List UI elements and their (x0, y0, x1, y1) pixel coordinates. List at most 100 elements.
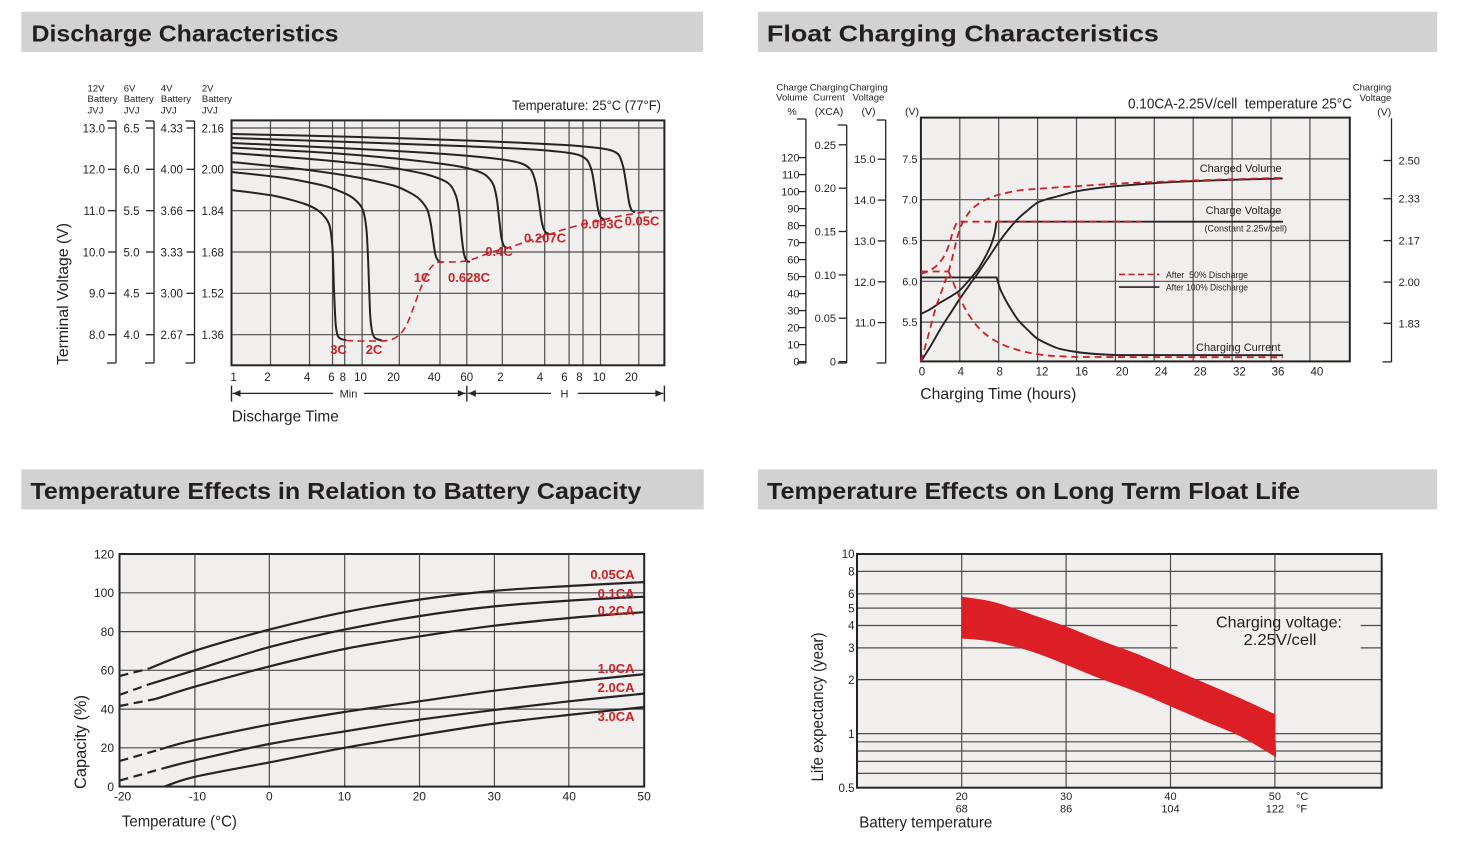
svg-text:6.0: 6.0 (124, 165, 140, 177)
svg-text:Battery: Battery (161, 94, 191, 105)
svg-text:0.25: 0.25 (815, 140, 836, 152)
svg-text:2.17: 2.17 (1399, 236, 1420, 248)
svg-text:1.36: 1.36 (202, 330, 224, 342)
svg-text:Min: Min (340, 388, 358, 400)
svg-text:Charge: Charge (776, 82, 807, 93)
svg-text:Current: Current (813, 93, 845, 104)
svg-text:0: 0 (919, 367, 925, 379)
svg-text:Temperature Effects in Relatio: Temperature Effects in Relation to Batte… (30, 478, 641, 504)
svg-text:0: 0 (830, 357, 836, 369)
svg-text:4.0: 4.0 (124, 330, 140, 342)
svg-text:1C: 1C (414, 270, 431, 285)
svg-text:0.4C: 0.4C (485, 244, 513, 259)
svg-text:60: 60 (101, 664, 115, 678)
svg-text:40: 40 (101, 702, 115, 716)
svg-text:14.0: 14.0 (854, 195, 875, 207)
svg-text:0.1CA: 0.1CA (598, 586, 635, 601)
svg-text:10: 10 (593, 372, 606, 384)
svg-text:1.52: 1.52 (202, 289, 224, 301)
svg-text:8: 8 (848, 567, 854, 579)
svg-text:6.5: 6.5 (902, 236, 917, 248)
svg-text:JVJ: JVJ (124, 106, 140, 117)
svg-text:(Constant 2.25v/cell): (Constant 2.25v/cell) (1205, 223, 1288, 233)
svg-text:10.0: 10.0 (83, 247, 105, 259)
svg-text:JVJ: JVJ (161, 106, 177, 117)
svg-text:120: 120 (94, 547, 114, 561)
svg-text:6V: 6V (124, 84, 136, 95)
svg-text:8: 8 (340, 372, 346, 384)
svg-text:86: 86 (1060, 803, 1072, 815)
svg-text:90: 90 (787, 204, 799, 216)
svg-text:40: 40 (1164, 791, 1176, 803)
svg-text:10: 10 (338, 790, 352, 804)
svg-text:°C: °C (1296, 791, 1308, 803)
svg-text:60: 60 (787, 255, 799, 267)
svg-text:0.05: 0.05 (815, 313, 836, 325)
svg-text:Charging voltage:: Charging voltage: (1216, 615, 1342, 632)
svg-text:1.68: 1.68 (202, 247, 224, 259)
svg-text:Discharge Time: Discharge Time (232, 409, 339, 426)
svg-text:110: 110 (782, 170, 800, 182)
svg-text:2.50: 2.50 (1399, 156, 1420, 168)
svg-text:3.00: 3.00 (161, 289, 183, 301)
svg-text:20: 20 (956, 791, 968, 803)
svg-text:0.628C: 0.628C (448, 270, 491, 285)
svg-text:6: 6 (561, 372, 567, 384)
svg-text:4: 4 (304, 372, 311, 384)
svg-text:Battery: Battery (88, 94, 118, 105)
svg-text:0: 0 (266, 790, 273, 804)
svg-text:12.0: 12.0 (854, 277, 875, 289)
svg-text:0.20: 0.20 (815, 183, 836, 195)
svg-text:1.0CA: 1.0CA (598, 661, 635, 676)
svg-text:3C: 3C (330, 342, 347, 357)
svg-text:40: 40 (787, 289, 799, 301)
svg-text:Battery temperature: Battery temperature (859, 815, 992, 832)
svg-text:2.0CA: 2.0CA (598, 680, 635, 695)
svg-text:%: % (787, 106, 796, 118)
svg-text:12V: 12V (88, 84, 106, 95)
svg-text:24: 24 (1155, 367, 1168, 379)
svg-text:-10: -10 (189, 790, 207, 804)
svg-text:Volume: Volume (776, 93, 808, 104)
svg-text:(V): (V) (1377, 107, 1391, 119)
svg-text:2: 2 (848, 675, 854, 687)
svg-text:5.5: 5.5 (902, 317, 917, 329)
svg-text:Temperature (°C): Temperature (°C) (122, 814, 237, 831)
svg-text:80: 80 (101, 625, 115, 639)
svg-text:0.10CA-2.25V/cell temperature: 0.10CA-2.25V/cell temperature 25°C (1128, 97, 1352, 113)
svg-text:68: 68 (956, 803, 968, 815)
svg-text:Charging: Charging (810, 82, 849, 93)
svg-text:3.33: 3.33 (161, 247, 183, 259)
svg-text:0.2CA: 0.2CA (598, 603, 635, 618)
svg-text:50: 50 (1269, 791, 1281, 803)
svg-text:After 100% Discharge: After 100% Discharge (1166, 283, 1248, 294)
svg-text:°F: °F (1296, 803, 1307, 815)
svg-text:Charge Voltage: Charge Voltage (1206, 205, 1282, 217)
svg-text:9.0: 9.0 (89, 289, 105, 301)
svg-text:0.05C: 0.05C (625, 214, 660, 229)
svg-text:2.67: 2.67 (161, 330, 183, 342)
svg-text:40: 40 (428, 372, 441, 384)
svg-text:1.84: 1.84 (202, 206, 225, 218)
svg-text:5: 5 (848, 603, 854, 615)
svg-text:8: 8 (996, 367, 1002, 379)
svg-text:20: 20 (387, 372, 400, 384)
svg-text:8: 8 (576, 372, 582, 384)
svg-text:Temperature: 25°C (77°F): Temperature: 25°C (77°F) (512, 98, 661, 113)
svg-text:0.05CA: 0.05CA (590, 567, 635, 582)
svg-text:80: 80 (787, 221, 799, 233)
svg-text:50: 50 (637, 790, 651, 804)
svg-text:6.5: 6.5 (124, 123, 140, 135)
svg-text:10: 10 (787, 340, 799, 352)
svg-text:13.0: 13.0 (83, 123, 105, 135)
svg-text:30: 30 (787, 306, 799, 318)
svg-text:6.0: 6.0 (902, 276, 917, 288)
svg-text:Life expectancy (year): Life expectancy (year) (809, 633, 827, 782)
svg-text:12: 12 (1036, 367, 1049, 379)
svg-text:4.33: 4.33 (161, 123, 183, 135)
svg-text:Charging Current: Charging Current (1196, 342, 1280, 354)
svg-text:20: 20 (413, 790, 427, 804)
svg-text:2.33: 2.33 (1399, 194, 1420, 206)
svg-text:6: 6 (848, 589, 854, 601)
svg-text:2: 2 (497, 372, 503, 384)
